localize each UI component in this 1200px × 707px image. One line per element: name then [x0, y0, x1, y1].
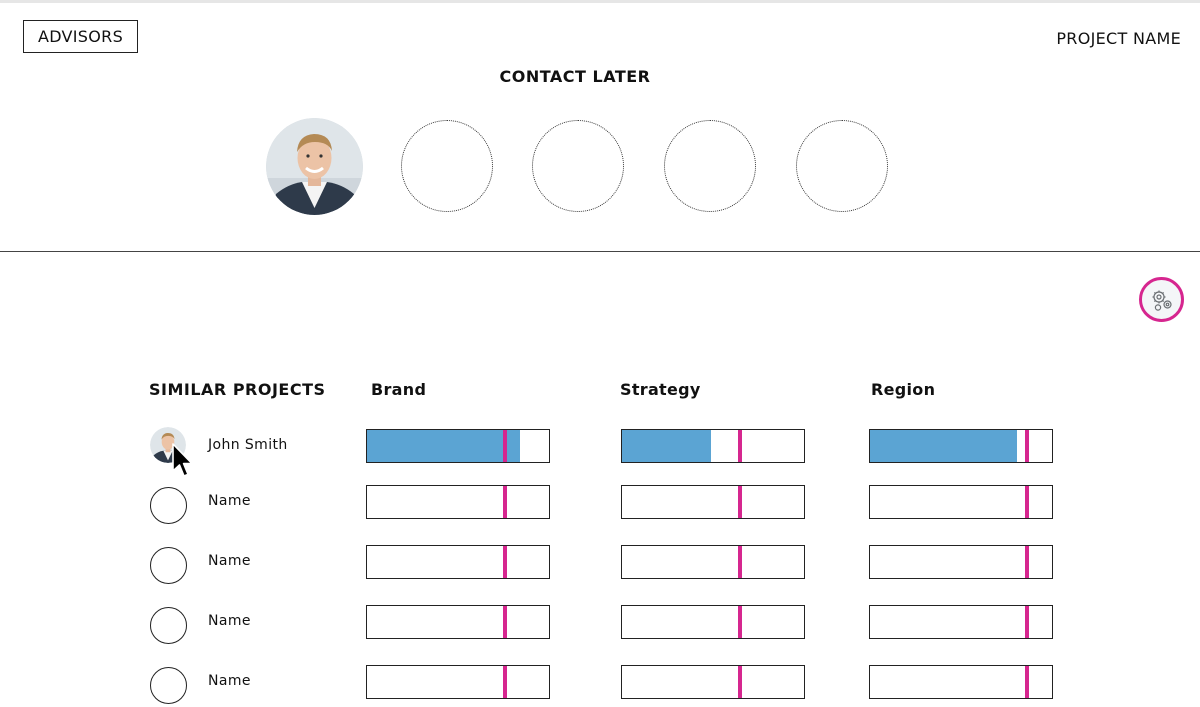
- project-name: PROJECT NAME: [1056, 29, 1181, 48]
- score-bar-target-marker: [503, 546, 507, 578]
- score-bar-target-marker: [503, 486, 507, 518]
- score-bar-target-marker: [503, 430, 507, 462]
- row-avatar-placeholder[interactable]: [150, 487, 187, 524]
- score-bar-target-marker: [1025, 486, 1029, 518]
- score-bar-brand: [366, 545, 550, 579]
- section-divider: [0, 251, 1200, 252]
- score-bar-target-marker: [503, 606, 507, 638]
- mouse-pointer-icon: [172, 443, 196, 483]
- score-bar-region: [869, 485, 1053, 519]
- score-bar-target-marker: [1025, 666, 1029, 698]
- score-bar-target-marker: [1025, 546, 1029, 578]
- score-bar-target-marker: [738, 666, 742, 698]
- row-name[interactable]: Name: [208, 613, 251, 629]
- score-bar-strategy: [621, 545, 805, 579]
- score-bar-region: [869, 665, 1053, 699]
- score-bar-region: [869, 545, 1053, 579]
- score-bar-strategy: [621, 429, 805, 463]
- score-bar-brand: [366, 485, 550, 519]
- score-bar-fill: [622, 430, 711, 462]
- score-bar-region: [869, 605, 1053, 639]
- similar-projects-title: SIMILAR PROJECTS: [149, 380, 326, 399]
- top-edge: [0, 0, 1200, 3]
- score-bar-brand: [366, 429, 550, 463]
- row-name[interactable]: John Smith: [208, 437, 288, 453]
- score-bar-target-marker: [503, 666, 507, 698]
- score-bar-strategy: [621, 485, 805, 519]
- column-header-region: Region: [871, 380, 936, 399]
- score-bar-target-marker: [738, 546, 742, 578]
- score-bar-fill: [367, 430, 520, 462]
- row-name[interactable]: Name: [208, 493, 251, 509]
- column-header-strategy: Strategy: [620, 380, 701, 399]
- score-bar-target-marker: [738, 606, 742, 638]
- contact-later-empty-slot[interactable]: [664, 120, 756, 212]
- score-bar-target-marker: [738, 486, 742, 518]
- contact-later-title: CONTACT LATER: [499, 67, 651, 86]
- column-header-brand: Brand: [371, 380, 427, 399]
- contact-later-avatar[interactable]: [266, 118, 363, 215]
- settings-button[interactable]: [1139, 277, 1184, 322]
- score-bar-target-marker: [738, 430, 742, 462]
- score-bar-strategy: [621, 665, 805, 699]
- score-bar-target-marker: [1025, 430, 1029, 462]
- score-bar-brand: [366, 605, 550, 639]
- contact-later-empty-slot[interactable]: [401, 120, 493, 212]
- row-name[interactable]: Name: [208, 673, 251, 689]
- row-avatar-placeholder[interactable]: [150, 547, 187, 584]
- row-avatar-placeholder[interactable]: [150, 667, 187, 704]
- score-bar-fill: [870, 430, 1017, 462]
- score-bar-target-marker: [1025, 606, 1029, 638]
- gears-icon: [1152, 290, 1172, 311]
- score-bar-brand: [366, 665, 550, 699]
- contact-later-empty-slot[interactable]: [796, 120, 888, 212]
- person-photo-icon: [266, 118, 363, 215]
- contact-later-empty-slot[interactable]: [532, 120, 624, 212]
- advisors-button[interactable]: ADVISORS: [23, 20, 138, 53]
- row-name[interactable]: Name: [208, 553, 251, 569]
- score-bar-strategy: [621, 605, 805, 639]
- row-avatar-placeholder[interactable]: [150, 607, 187, 644]
- score-bar-region: [869, 429, 1053, 463]
